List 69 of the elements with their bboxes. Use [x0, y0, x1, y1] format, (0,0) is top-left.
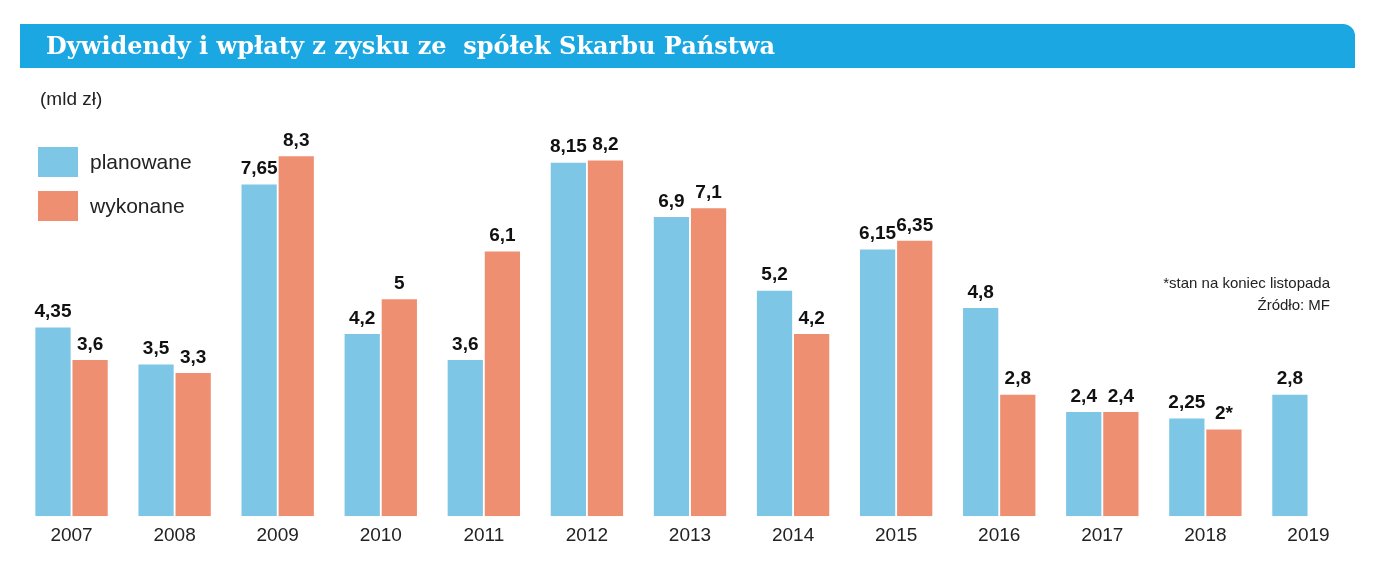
x-tick-label: 2008	[153, 523, 196, 545]
bar	[72, 360, 108, 517]
x-tick-label: 2009	[256, 523, 299, 545]
annotation: *stan na koniec listopada	[1163, 273, 1330, 293]
data-label: 5,2	[761, 263, 788, 285]
bar	[1066, 412, 1102, 517]
bar	[447, 360, 483, 517]
data-label: 4,2	[349, 306, 376, 328]
x-tick-label: 2013	[668, 523, 712, 545]
data-label: 2,8	[1004, 367, 1031, 389]
x-tick-label: 2007	[50, 523, 93, 545]
data-label: 6,1	[489, 224, 517, 246]
data-label: 5	[394, 272, 406, 294]
bar	[1169, 418, 1205, 517]
data-label: 2,25	[1168, 391, 1206, 413]
bar	[653, 216, 690, 517]
bar	[550, 162, 586, 517]
bar	[897, 240, 933, 517]
bar	[1000, 394, 1036, 517]
data-label: 8,15	[549, 135, 588, 157]
data-label: 6,9	[658, 189, 685, 211]
bar	[1272, 394, 1308, 517]
data-label: 6,15	[859, 222, 897, 244]
data-label: 2*	[1214, 402, 1234, 424]
bar	[175, 373, 211, 517]
annotation: Źródło: MF	[1256, 295, 1330, 315]
data-label: 7,1	[695, 180, 723, 202]
bar	[381, 299, 417, 517]
bar	[344, 334, 380, 517]
x-tick-label: 2014	[771, 523, 815, 545]
bar	[587, 160, 624, 517]
data-label: 3,6	[452, 332, 479, 354]
data-label: 4,8	[967, 280, 994, 302]
legend-label: wykonane	[90, 194, 185, 218]
data-label: 6,35	[896, 213, 934, 235]
legend-label: planowane	[90, 150, 192, 174]
bar	[756, 290, 793, 517]
x-tick-label: 2018	[1184, 523, 1227, 545]
y-axis-title: (mld zł)	[40, 88, 103, 110]
data-label: 3,3	[179, 345, 207, 367]
bar	[794, 334, 830, 517]
data-label: 4,35	[34, 300, 72, 322]
bar	[138, 364, 174, 517]
x-tick-label: 2017	[1081, 523, 1124, 545]
chart-title: Dywidendy i wpłaty z zysku ze spółek Skarbu Państwa	[20, 24, 1355, 68]
data-label: 8,3	[283, 128, 310, 150]
data-label: 2,4	[1070, 384, 1098, 406]
x-tick-label: 2011	[463, 523, 505, 545]
x-tick-label: 2010	[359, 523, 402, 545]
bar	[859, 249, 896, 517]
x-tick-label: 2012	[565, 523, 609, 545]
bar	[963, 308, 999, 517]
bar	[1206, 429, 1242, 517]
data-label: 8,2	[592, 133, 619, 155]
data-label: 7,65	[240, 157, 279, 179]
data-label: 3,6	[76, 332, 104, 354]
bar	[1103, 412, 1139, 517]
data-label: 3,5	[142, 337, 170, 359]
data-label: 2,4	[1107, 384, 1135, 406]
x-tick-label: 2019	[1287, 523, 1330, 545]
data-label: 2,8	[1276, 367, 1304, 389]
bar	[278, 156, 314, 517]
data-label: 4,2	[798, 306, 825, 328]
bar	[484, 251, 521, 517]
x-tick-label: 2015	[875, 523, 918, 545]
bar	[690, 208, 727, 517]
x-tick-label: 2016	[978, 523, 1021, 545]
bar	[241, 184, 277, 517]
bar	[35, 327, 71, 517]
